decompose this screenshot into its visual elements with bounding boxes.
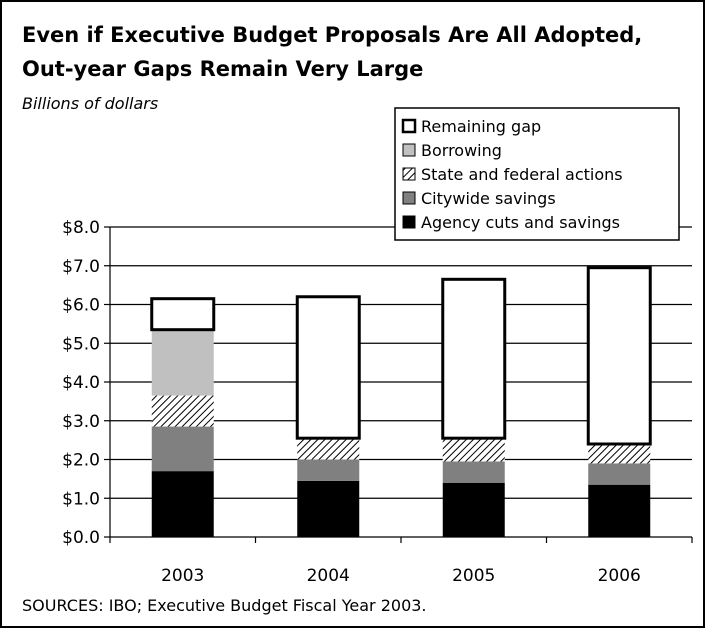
bar-segment-agency-cuts-and-savings [152, 471, 214, 537]
legend: Remaining gap Borrowing State and federal … [395, 108, 679, 240]
legend-label: Citywide savings [421, 189, 556, 208]
y-tick-label: $3.0 [62, 412, 100, 432]
bar-segment-agency-cuts-and-savings [443, 483, 505, 537]
bar-segment-remaining-gap [443, 279, 505, 438]
bar-segment-state-and-federal-actions [297, 438, 359, 459]
y-tick-label: $4.0 [62, 373, 100, 393]
y-tick-label: $1.0 [62, 489, 100, 509]
legend-label: Agency cuts and savings [421, 213, 620, 232]
bar-segment-citywide-savings [152, 427, 214, 472]
x-tick-label: 2005 [452, 566, 495, 586]
bar-segment-remaining-gap [152, 299, 214, 330]
legend-swatch [403, 168, 415, 180]
legend-swatch [403, 216, 415, 228]
bar-segment-borrowing [152, 330, 214, 396]
bar-segment-state-and-federal-actions [588, 444, 650, 463]
legend-swatch [403, 144, 415, 156]
bar-segment-citywide-savings [443, 461, 505, 482]
y-tick-label: $7.0 [62, 257, 100, 277]
y-tick-label: $8.0 [62, 218, 100, 238]
y-tick-label: $0.0 [62, 528, 100, 548]
y-tick-label: $2.0 [62, 451, 100, 471]
bar-segment-state-and-federal-actions [443, 438, 505, 461]
x-tick-label: 2003 [161, 566, 204, 586]
bar-segment-remaining-gap [588, 268, 650, 444]
bar-segment-citywide-savings [588, 463, 650, 484]
bar-segment-agency-cuts-and-savings [297, 481, 359, 537]
bar-segment-agency-cuts-and-savings [588, 485, 650, 537]
x-tick-label: 2006 [598, 566, 641, 586]
legend-label: Remaining gap [421, 117, 541, 136]
legend-label: Borrowing [421, 141, 502, 160]
bar-segment-state-and-federal-actions [152, 396, 214, 427]
bar-segment-remaining-gap [297, 297, 359, 438]
legend-swatch [403, 120, 415, 132]
legend-swatch [403, 192, 415, 204]
x-tick-label: 2004 [307, 566, 350, 586]
y-tick-label: $6.0 [62, 296, 100, 316]
bars [152, 268, 651, 537]
legend-label: State and federal actions [421, 165, 623, 184]
y-tick-label: $5.0 [62, 334, 100, 354]
bar-segment-citywide-savings [297, 460, 359, 481]
